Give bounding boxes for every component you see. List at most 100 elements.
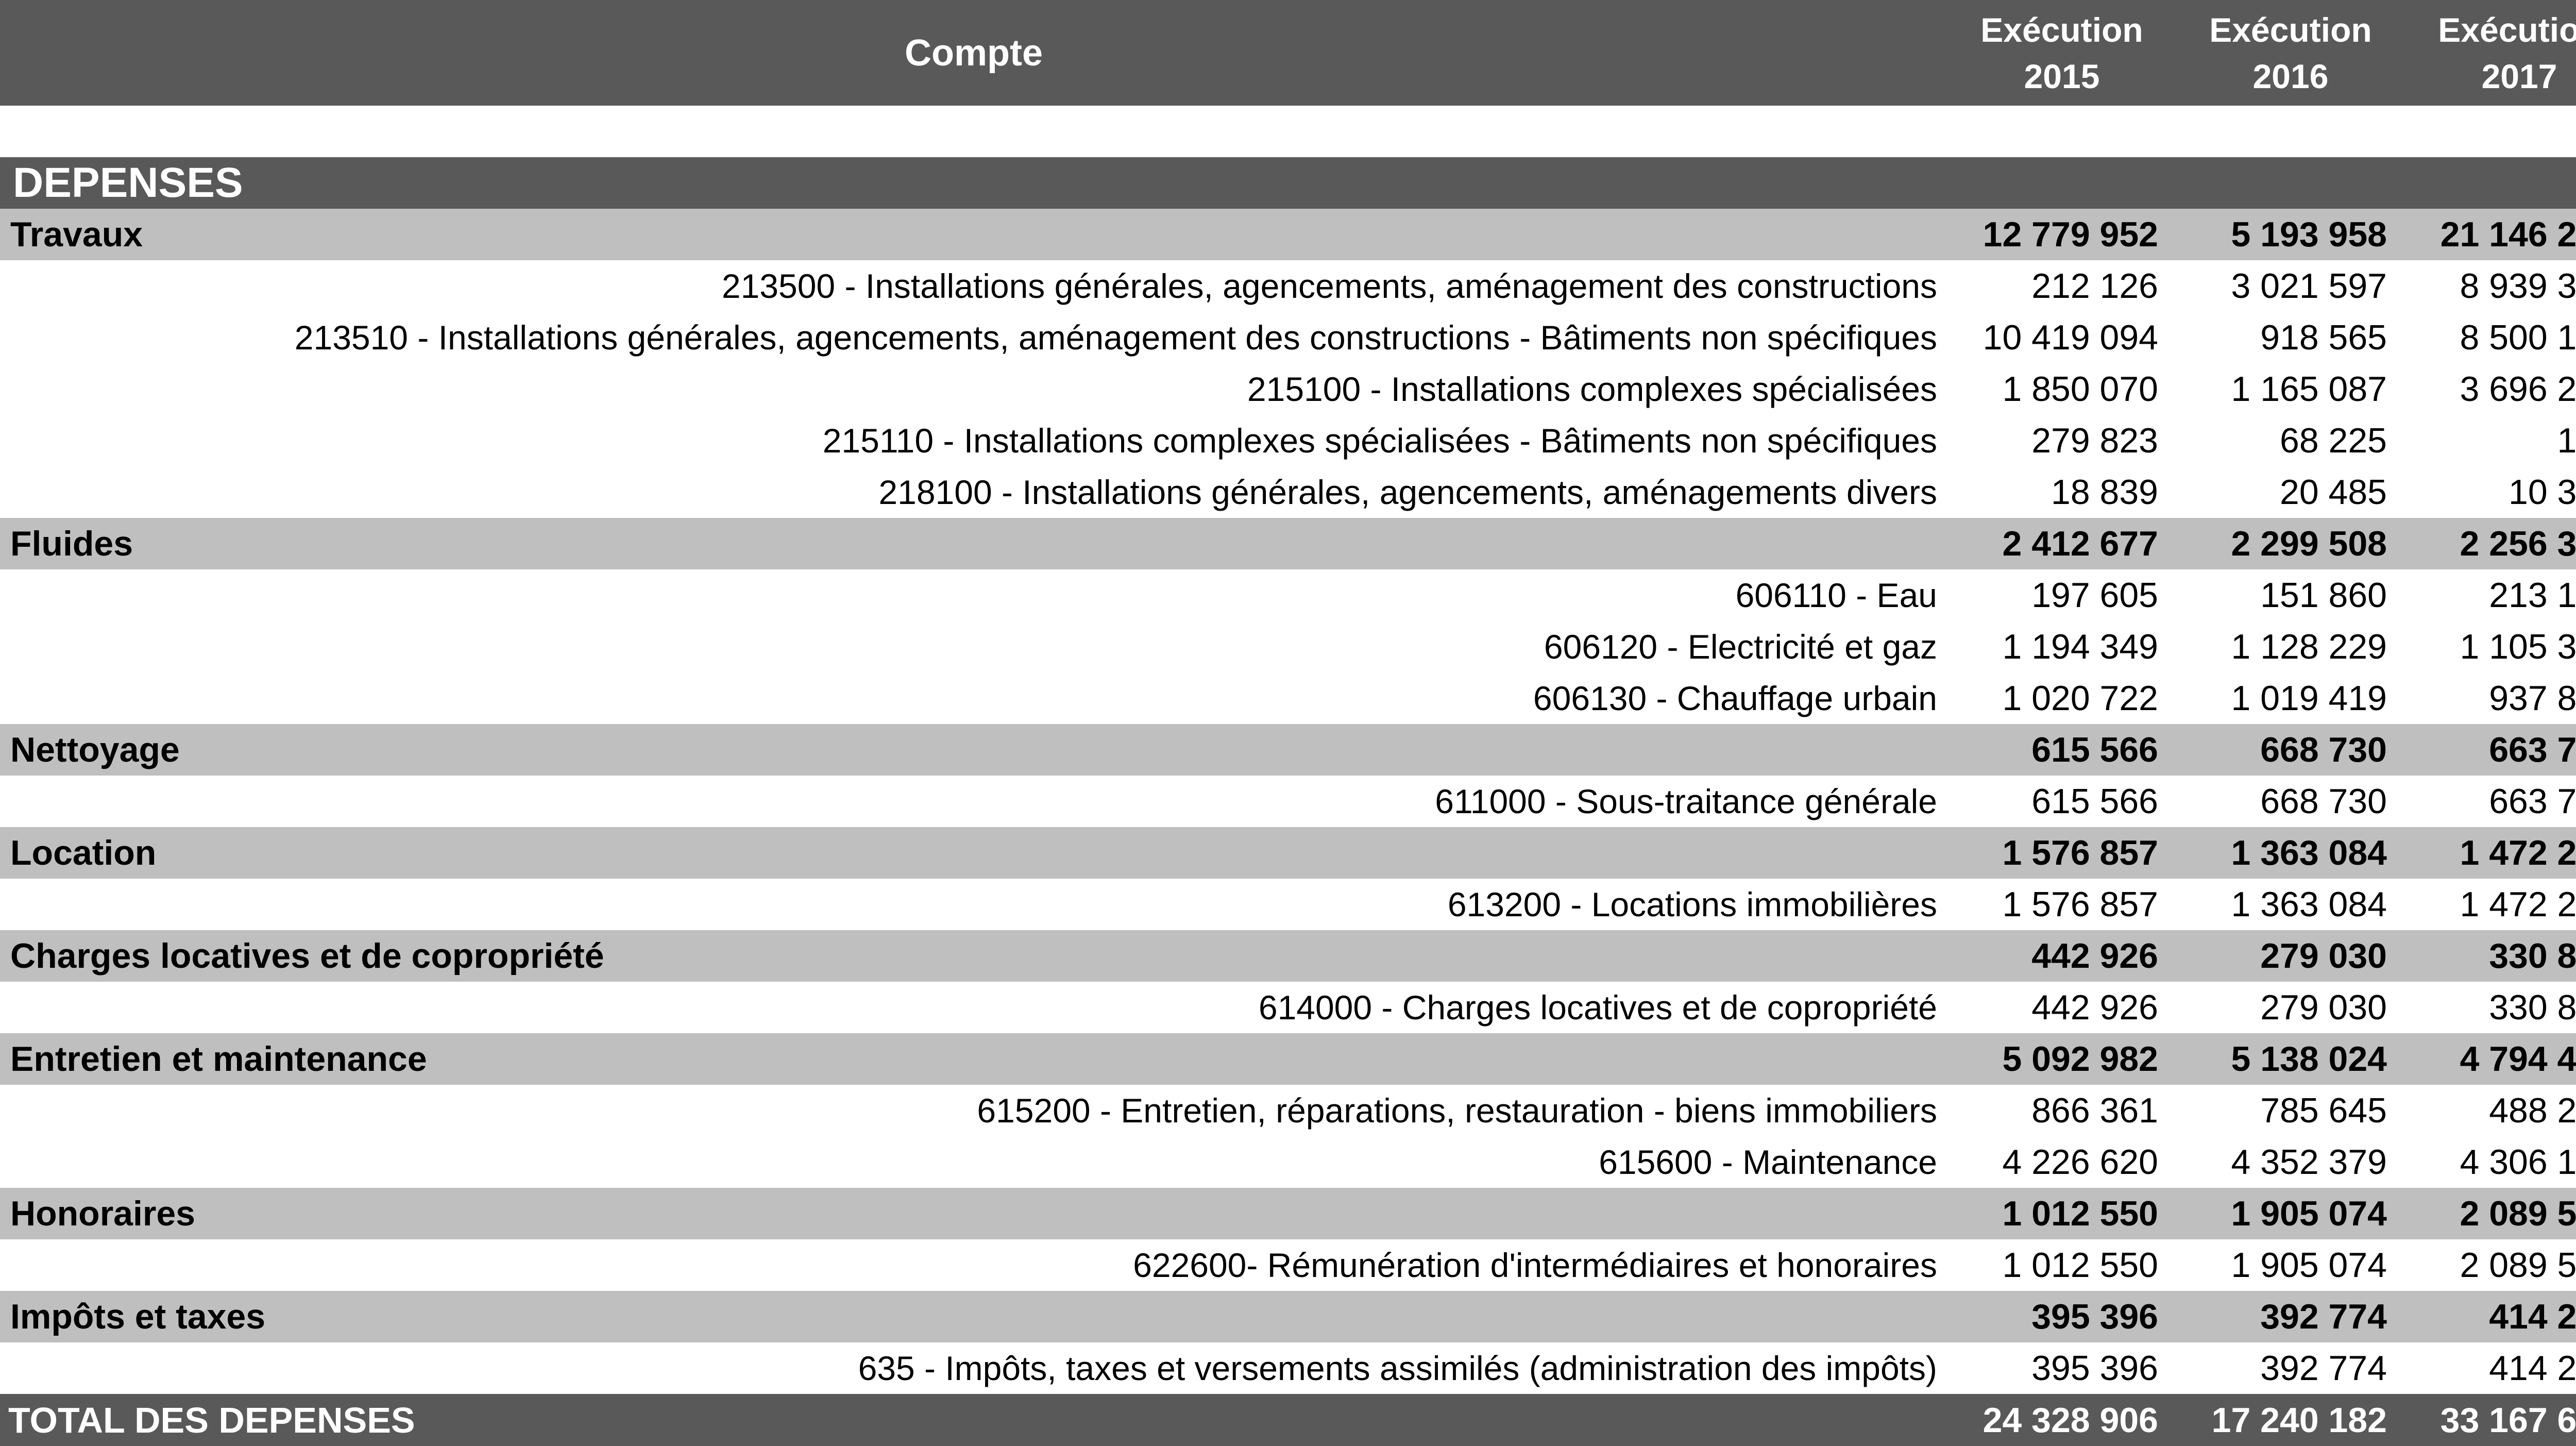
account-cell: 606110 - Eau: [1735, 576, 1937, 614]
section-row: DEPENSES: [0, 157, 2576, 209]
value-cell: 1 472 256: [2460, 833, 2576, 872]
value-cell: 392 774: [2260, 1297, 2387, 1336]
year-header-cell: Exécution 2017: [2405, 7, 2576, 99]
detail-row: 606120 - Electricité et gaz 1 194 349 1 12…: [0, 621, 2576, 672]
value-cell: 330 856: [2489, 936, 2576, 976]
value-cell: 414 256: [2489, 1349, 2576, 1388]
category-row: Entretien et maintenance 5 092 982 5 138 0…: [0, 1033, 2576, 1085]
value-cell: 1 472 256: [2460, 885, 2576, 924]
account-cell: 215110 - Installations complexes spécial…: [822, 422, 1937, 460]
value-cell: 395 396: [2031, 1297, 2158, 1336]
value-cell: 330 856: [2489, 988, 2576, 1027]
account-cell: 614000 - Charges locatives et de copropr…: [1258, 988, 1937, 1027]
detail-row: 615200 - Entretien, réparations, restaur…: [0, 1085, 2576, 1136]
detail-row: 614000 - Charges locatives et de copropr…: [0, 982, 2576, 1033]
value-cell: 663 768: [2489, 730, 2576, 769]
year-header-cell: Exécution 2015: [1947, 7, 2176, 99]
value-cell: 937 835: [2489, 679, 2576, 718]
account-cell: 615600 - Maintenance: [1599, 1143, 1937, 1181]
value-cell: 1 905 074: [2231, 1246, 2387, 1285]
value-cell: 3 696 201: [2460, 369, 2576, 409]
detail-row: 635 - Impôts, taxes et versements assimi…: [0, 1342, 2576, 1394]
value-cell: 1 576 857: [2002, 885, 2158, 924]
detail-row: 215110 - Installations complexes spécial…: [0, 415, 2576, 466]
value-cell: 4 306 189: [2460, 1142, 2576, 1182]
value-cell: 151 860: [2260, 576, 2387, 615]
value-cell: 279 030: [2260, 936, 2387, 976]
value-cell: 2 089 525: [2460, 1194, 2576, 1233]
account-cell: 635 - Impôts, taxes et versements assimi…: [858, 1349, 1937, 1387]
account-cell: 606120 - Electricité et gaz: [1544, 628, 1937, 666]
account-cell: 213500 - Installations générales, agence…: [721, 267, 1937, 305]
value-cell: 1 576 857: [2002, 833, 2158, 872]
account-cell: Nettoyage: [10, 730, 180, 769]
value-cell: 10 419 094: [1982, 318, 2158, 357]
value-cell: 1 194 349: [2002, 627, 2158, 666]
value-cell: 4 794 450: [2460, 1039, 2576, 1079]
detail-row: 218100 - Installations générales, agence…: [0, 466, 2576, 518]
value-cell: 279 823: [2031, 421, 2158, 460]
account-cell: TOTAL DES DEPENSES: [8, 1400, 415, 1440]
value-cell: 1 363 084: [2231, 885, 2387, 924]
detail-row: 213500 - Installations générales, agence…: [0, 260, 2576, 312]
detail-row: 613200 - Locations immobilières 1 576 857…: [0, 879, 2576, 930]
value-cell: 1 105 334: [2460, 627, 2576, 666]
year-header-label: Exécution: [2438, 10, 2576, 49]
value-cell: 1 020 722: [2002, 679, 2158, 718]
value-cell: 279 030: [2260, 988, 2387, 1027]
value-cell: 8 939 380: [2460, 266, 2576, 306]
account-cell: 218100 - Installations générales, agence…: [878, 473, 1937, 511]
account-cell: 606130 - Chauffage urbain: [1533, 679, 1937, 717]
year-header-year: 2015: [2024, 57, 2100, 95]
detail-row: 606130 - Chauffage urbain 1 020 722 1 019 …: [0, 672, 2576, 724]
value-cell: 3 021 597: [2231, 266, 2387, 306]
value-cell: 12 779 952: [1982, 215, 2158, 254]
value-cell: 4 352 379: [2231, 1142, 2387, 1182]
value-cell: 668 730: [2260, 730, 2387, 769]
value-cell: 4 226 620: [2002, 1142, 2158, 1182]
category-row: Charges locatives et de copropriété 442 9…: [0, 930, 2576, 982]
value-cell: 392 774: [2260, 1349, 2387, 1388]
value-cell: 2 412 677: [2002, 524, 2158, 563]
detail-row: 622600- Rémunération d'intermédiaires et…: [0, 1239, 2576, 1291]
value-cell: 785 645: [2260, 1091, 2387, 1130]
detail-row: 213510 - Installations générales, agence…: [0, 312, 2576, 363]
detail-row: 215100 - Installations complexes spécial…: [0, 363, 2576, 415]
value-cell: 212 126: [2031, 266, 2158, 306]
value-cell: 5 193 958: [2231, 215, 2387, 254]
value-cell: 17 240 182: [2211, 1400, 2387, 1440]
value-cell: 8 500 104: [2460, 318, 2576, 357]
value-cell: 2 089 525: [2460, 1246, 2576, 1285]
account-cell: Impôts et taxes: [10, 1297, 266, 1336]
value-cell: 163: [2557, 421, 2576, 460]
value-cell: 663 768: [2489, 782, 2576, 821]
value-cell: 1 128 229: [2231, 627, 2387, 666]
value-cell: 442 926: [2031, 988, 2158, 1027]
account-cell: 611000 - Sous-traitance générale: [1435, 782, 1937, 820]
value-cell: 1 012 550: [2002, 1246, 2158, 1285]
detail-row: 615600 - Maintenance 4 226 620 4 352 379 4 …: [0, 1136, 2576, 1188]
value-cell: 33 167 684: [2440, 1400, 2576, 1440]
value-cell: 2 299 508: [2231, 524, 2387, 563]
account-cell: Location: [10, 833, 157, 872]
value-cell: 442 926: [2031, 936, 2158, 976]
value-cell: 68 225: [2280, 421, 2387, 460]
account-cell: Fluides: [10, 524, 133, 563]
value-cell: 10 380: [2509, 473, 2576, 512]
year-header-label: Exécution: [2209, 10, 2372, 49]
value-cell: 414 256: [2489, 1297, 2576, 1336]
value-cell: 918 565: [2260, 318, 2387, 357]
value-cell: 21 146 228: [2440, 215, 2576, 254]
value-cell: 395 396: [2031, 1349, 2158, 1388]
value-cell: 668 730: [2260, 782, 2387, 821]
account-cell: 613200 - Locations immobilières: [1447, 885, 1937, 923]
value-cell: 18 839: [2051, 473, 2158, 512]
year-header-year: 2017: [2481, 57, 2557, 95]
